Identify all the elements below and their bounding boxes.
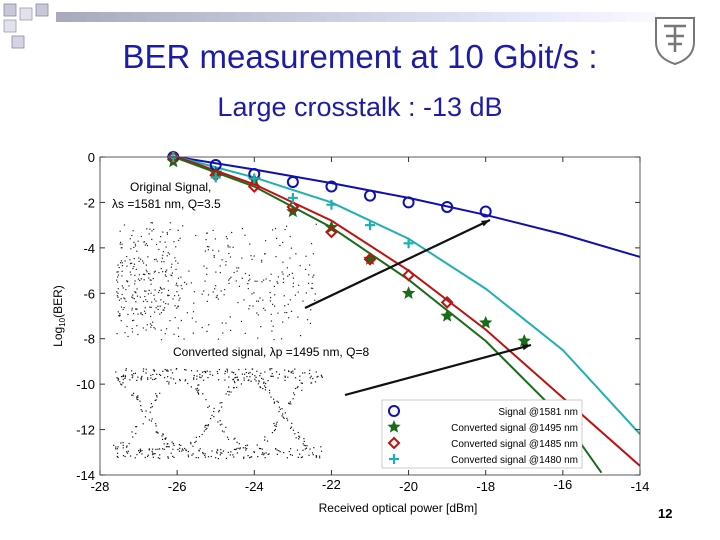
legend-label: Converted signal @1480 nm <box>451 455 578 466</box>
x-tick-label: -20 <box>399 479 418 494</box>
data-point-plus <box>326 199 337 210</box>
university-seal-icon <box>655 17 695 66</box>
slide-subtitle: Large crosstalk : -13 dB <box>217 92 503 122</box>
data-point-diamond <box>440 295 454 309</box>
x-axis-label: Received optical power [dBm] <box>319 501 478 515</box>
x-tick-label: -18 <box>476 479 495 494</box>
y-tick-label: -2 <box>83 195 95 210</box>
data-point-diamond <box>402 268 415 282</box>
x-tick-label: -26 <box>168 479 187 494</box>
data-point-diamond <box>363 252 377 266</box>
data-point-star <box>209 165 223 179</box>
data-point-circle <box>325 180 338 193</box>
data-point-circle <box>286 175 299 188</box>
data-point-star <box>479 315 493 329</box>
plot-frame <box>99 156 641 476</box>
x-tick-label: -24 <box>245 479 264 494</box>
page-number: 12 <box>658 506 673 521</box>
data-point-diamond <box>325 225 338 239</box>
annotation-arrow <box>304 219 491 309</box>
legend-marker <box>387 420 401 433</box>
data-point-diamond <box>286 200 300 214</box>
chart-legend: Signal @1581 nm Converted signal @1495 nm… <box>381 399 583 469</box>
annotation-arrow <box>344 343 532 397</box>
y-tick-label: -8 <box>83 332 95 347</box>
x-tick-label: -16 <box>553 477 572 492</box>
eye-diagram-original <box>116 222 317 341</box>
arrow-head <box>522 344 531 351</box>
legend-marker <box>387 436 401 450</box>
data-point-plus <box>403 238 414 249</box>
y-tick-label: 0 <box>88 150 95 165</box>
data-point-plus <box>365 220 375 231</box>
y-tick-label: -14 <box>76 468 95 483</box>
y-tick-label: -12 <box>76 423 95 438</box>
data-point-circle <box>441 200 454 213</box>
slide-title: BER measurement at 10 Gbit/s : <box>122 38 598 75</box>
slide-header-bar <box>56 12 656 22</box>
legend-box <box>381 399 583 469</box>
eye-diagram-converted <box>113 368 323 460</box>
data-point-star <box>517 333 531 347</box>
y-tick-label: -6 <box>83 286 95 301</box>
legend-label: Signal @1581 nm <box>498 407 578 418</box>
x-tick-label: -28 <box>91 479 110 494</box>
data-point-circle <box>479 205 492 218</box>
y-tick-label: -4 <box>83 241 95 256</box>
data-point-plus <box>249 173 260 184</box>
legend-label: Converted signal @1485 nm <box>451 439 578 450</box>
slide-decoration <box>3 3 49 49</box>
annotation-converted: Converted signal, λp =1495 nm, Q=8 <box>173 345 369 359</box>
y-tick-label: -10 <box>76 377 95 392</box>
data-point-star <box>440 309 454 322</box>
data-point-circle <box>402 196 415 209</box>
legend-marker <box>389 454 399 464</box>
x-tick-label: -22 <box>322 477 341 492</box>
data-point-circle <box>364 189 376 202</box>
data-point-star <box>401 286 416 299</box>
data-point-plus <box>210 172 221 183</box>
annotation-original-detail: λs =1581 nm, Q=3.5 <box>112 197 221 211</box>
annotation-original: Original Signal, <box>130 180 211 194</box>
y-axis-label: Log10(BER) <box>51 285 67 347</box>
data-point-plus <box>287 192 298 203</box>
legend-marker <box>388 405 400 417</box>
data-point-diamond <box>247 180 261 193</box>
legend-label: Converted signal @1495 nm <box>451 423 578 434</box>
x-tick-label: -14 <box>631 479 650 494</box>
arrow-head <box>481 220 490 227</box>
